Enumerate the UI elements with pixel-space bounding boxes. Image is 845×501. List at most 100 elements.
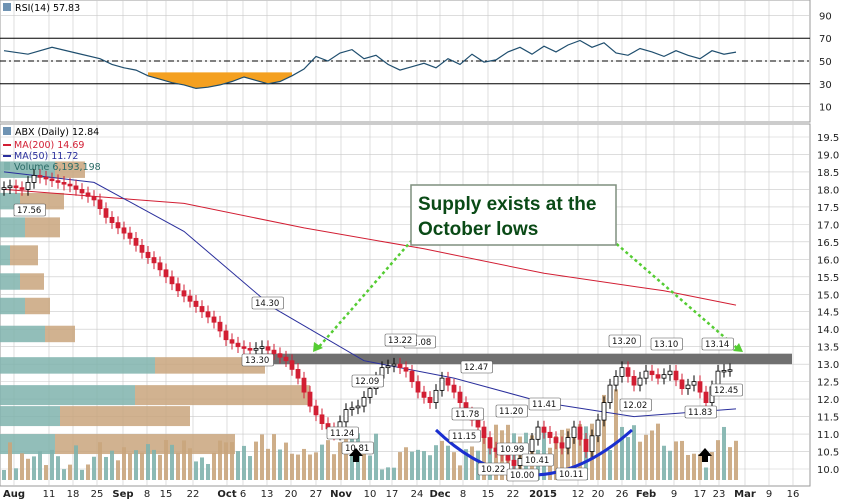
volume-bar bbox=[392, 467, 396, 480]
x-tick-label: 15 bbox=[482, 489, 495, 500]
callout-frame bbox=[410, 184, 617, 246]
volume-bar bbox=[380, 469, 384, 480]
volume-profile-down bbox=[135, 385, 310, 406]
volume-bar bbox=[722, 426, 726, 480]
buy-signal-arrow-feb bbox=[698, 448, 712, 462]
candle-body bbox=[175, 283, 181, 292]
volume-bar bbox=[56, 456, 60, 480]
volume-bar bbox=[680, 440, 684, 480]
rsi-tick-label: 90 bbox=[819, 11, 832, 22]
candle-body bbox=[601, 402, 607, 421]
volume-bar bbox=[290, 453, 294, 480]
volume-bar bbox=[272, 434, 276, 480]
x-tick-label: Aug bbox=[3, 489, 25, 500]
x-tick-label: 20 bbox=[592, 489, 605, 500]
volume-profile-down bbox=[10, 245, 38, 266]
candle-body bbox=[655, 374, 661, 379]
candle-body bbox=[109, 216, 115, 224]
candle-body bbox=[427, 396, 433, 404]
callout-arrowhead-right bbox=[733, 343, 743, 352]
callout-line-1: Supply exists at the bbox=[418, 194, 596, 215]
candle-body bbox=[637, 377, 643, 386]
price-tick-label: 17.0 bbox=[817, 220, 839, 231]
price-tick-label: 14.0 bbox=[817, 325, 839, 336]
volume-bar bbox=[416, 449, 420, 480]
data-label-box bbox=[451, 407, 484, 421]
volume-profile-up bbox=[0, 273, 20, 290]
data-label-box bbox=[684, 405, 717, 419]
candle-body bbox=[703, 391, 709, 404]
data-label: 11.41 bbox=[532, 400, 556, 410]
candle-body bbox=[277, 353, 283, 358]
data-label: 13.14 bbox=[705, 340, 729, 350]
data-label: 10.00 bbox=[510, 471, 534, 481]
data-label-box bbox=[448, 429, 481, 443]
volume-bar bbox=[686, 454, 690, 480]
candle-body bbox=[553, 437, 559, 444]
callout-line-2: October lows bbox=[418, 219, 538, 240]
candle-body bbox=[361, 396, 367, 407]
candle-body bbox=[247, 348, 253, 351]
candle-body bbox=[613, 375, 619, 386]
candle-body bbox=[283, 356, 289, 362]
price-tick-label: 18.5 bbox=[817, 168, 839, 179]
x-tick-label: 20 bbox=[285, 489, 298, 500]
volume-bar bbox=[716, 440, 720, 480]
price-tick-label: 14.5 bbox=[817, 308, 839, 319]
volume-bar bbox=[242, 445, 246, 480]
volume-profile-up bbox=[0, 297, 25, 315]
candle-body bbox=[55, 180, 61, 183]
candle-body bbox=[349, 407, 355, 410]
candle-body bbox=[19, 187, 25, 190]
x-tick-label: 10 bbox=[364, 489, 377, 500]
candle-body bbox=[343, 409, 349, 423]
volume-bar bbox=[314, 452, 318, 480]
volume-bar bbox=[260, 434, 264, 480]
data-label: 11.15 bbox=[452, 432, 476, 442]
data-label-box bbox=[506, 468, 539, 482]
data-label-box bbox=[384, 333, 417, 347]
volume-bar bbox=[128, 453, 132, 480]
volume-bar bbox=[278, 449, 282, 480]
volume-bar bbox=[296, 454, 300, 480]
volume-bar bbox=[614, 389, 618, 480]
volume-bar bbox=[182, 440, 186, 480]
candle-body bbox=[115, 222, 121, 229]
data-label: 10.41 bbox=[525, 456, 549, 466]
candle-body bbox=[187, 295, 193, 302]
candle-body bbox=[565, 437, 571, 449]
volume-bar bbox=[386, 467, 390, 480]
price-tick-label: 18.0 bbox=[817, 185, 839, 196]
volume-bar bbox=[626, 437, 630, 480]
candle-body bbox=[61, 182, 67, 185]
data-label: 14.30 bbox=[255, 299, 279, 309]
volume-bar bbox=[134, 450, 138, 480]
candle-body bbox=[121, 227, 127, 234]
candle-body bbox=[43, 176, 49, 180]
x-tick-label: 12 bbox=[572, 489, 585, 500]
candle-body bbox=[679, 379, 685, 390]
candle-body bbox=[235, 342, 241, 348]
x-tick-label: 11 bbox=[43, 489, 56, 500]
volume-bar bbox=[2, 470, 6, 480]
volume-bar bbox=[374, 433, 378, 480]
data-label: 13.30 bbox=[245, 356, 269, 366]
volume-bar bbox=[236, 451, 240, 480]
volume-bar bbox=[368, 455, 372, 480]
volume-profile-up bbox=[0, 357, 155, 374]
x-tick-label: 6 bbox=[240, 489, 246, 500]
candle-body bbox=[691, 381, 697, 386]
data-label-box bbox=[619, 398, 652, 412]
volume-bar bbox=[332, 454, 336, 480]
x-tick-label: Oct bbox=[217, 489, 236, 500]
supply-band bbox=[256, 353, 792, 365]
candle-body bbox=[67, 183, 73, 187]
data-label: 13.10 bbox=[654, 340, 678, 350]
candle-body bbox=[727, 369, 733, 372]
volume-bar bbox=[734, 440, 738, 480]
volume-bar bbox=[80, 469, 84, 480]
price-tick-label: 12.0 bbox=[817, 395, 839, 406]
signal-arrows bbox=[349, 448, 712, 462]
